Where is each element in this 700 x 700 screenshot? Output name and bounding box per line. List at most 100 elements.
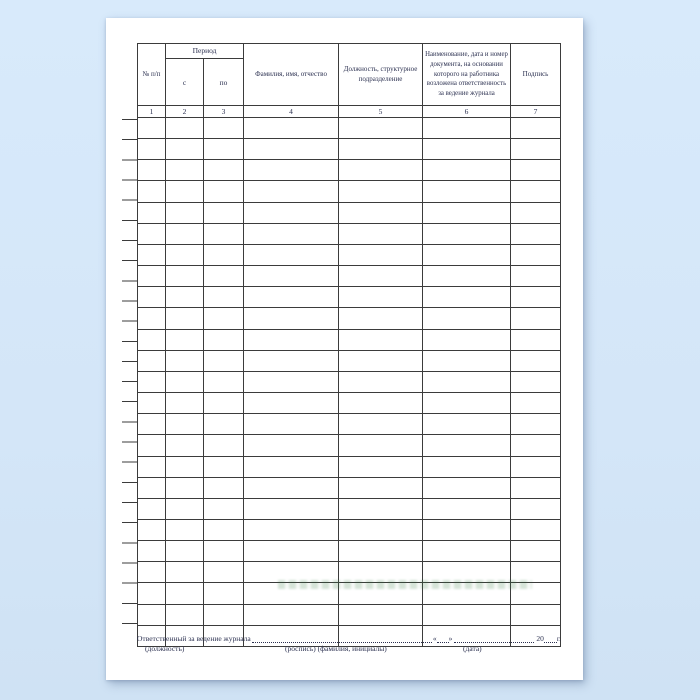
header-cell-period: Период [164, 43, 245, 59]
empty-cell [510, 455, 562, 478]
column-number: 3 [202, 105, 245, 118]
empty-cell [422, 582, 512, 605]
header-cell-document: Наименование, дата и номер документа, на… [422, 43, 512, 106]
empty-row [137, 243, 562, 267]
header-cell-full-name: Фамилия, имя, отчество [243, 43, 340, 106]
empty-cell [243, 434, 340, 457]
empty-cell [338, 138, 424, 161]
empty-cell [510, 265, 562, 288]
empty-cell [422, 265, 512, 288]
responsible-line: Ответственный за ведение журнала « » 20 г. [137, 632, 561, 643]
position-caption: (должность) [145, 644, 185, 653]
empty-cell [422, 286, 512, 309]
empty-cell [137, 582, 166, 605]
header-cell-signature: Подпись [510, 43, 562, 106]
document-page: № п/п Период Фамилия, имя, отчество Долж… [106, 18, 583, 680]
empty-cell [137, 116, 166, 140]
header-cell-number: № п/п [137, 43, 166, 106]
empty-cell [422, 370, 512, 394]
empty-cell [243, 243, 340, 267]
empty-cell [243, 582, 340, 605]
empty-cell [510, 413, 562, 436]
empty-cell [422, 540, 512, 563]
table-body [137, 116, 562, 647]
empty-cell [202, 222, 245, 245]
empty-cell [137, 392, 166, 415]
empty-cell [243, 138, 340, 161]
empty-cell [243, 476, 340, 499]
empty-cell [510, 286, 562, 309]
column-number: 5 [338, 105, 424, 118]
empty-cell [243, 561, 340, 584]
empty-cell [137, 180, 166, 203]
empty-cell [202, 307, 245, 330]
row-line-stubs [122, 119, 137, 625]
signature-blank-line [251, 633, 432, 643]
empty-cell [338, 455, 424, 478]
empty-cell [202, 392, 245, 415]
empty-cell [202, 518, 245, 542]
empty-cell [510, 540, 562, 563]
empty-row [137, 434, 562, 457]
empty-cell [422, 222, 512, 245]
empty-row [137, 159, 562, 182]
empty-cell [338, 222, 424, 245]
empty-cell [202, 328, 245, 351]
empty-cell [202, 243, 245, 267]
empty-cell [165, 180, 204, 203]
empty-cell [137, 413, 166, 436]
empty-cell [243, 413, 340, 436]
empty-cell [338, 286, 424, 309]
empty-cell [422, 434, 512, 457]
empty-row [137, 265, 562, 288]
empty-cell [202, 434, 245, 457]
empty-cell [338, 265, 424, 288]
empty-cell [165, 434, 204, 457]
empty-cell [243, 370, 340, 394]
empty-cell [137, 497, 166, 520]
empty-row [137, 222, 562, 245]
empty-cell [510, 603, 562, 626]
empty-cell [338, 392, 424, 415]
empty-cell [510, 307, 562, 330]
empty-cell [202, 497, 245, 520]
empty-cell [510, 201, 562, 224]
empty-cell [243, 265, 340, 288]
empty-cell [338, 476, 424, 499]
empty-cell [202, 138, 245, 161]
empty-cell [510, 624, 562, 647]
empty-row [137, 328, 562, 351]
empty-cell [202, 455, 245, 478]
empty-cell [137, 265, 166, 288]
year-prefix: 20 [536, 634, 544, 643]
empty-cell [202, 582, 245, 605]
empty-cell [165, 455, 204, 478]
empty-cell [202, 180, 245, 203]
empty-cell [202, 201, 245, 224]
empty-cell [510, 222, 562, 245]
responsible-persons-table: № п/п Период Фамилия, имя, отчество Долж… [137, 43, 562, 647]
empty-row [137, 603, 562, 626]
empty-cell [202, 603, 245, 626]
empty-cell [243, 180, 340, 203]
empty-cell [243, 455, 340, 478]
empty-cell [137, 603, 166, 626]
empty-cell [510, 180, 562, 203]
empty-cell [243, 159, 340, 182]
empty-cell [202, 286, 245, 309]
year-blank-line [543, 633, 557, 643]
empty-cell [137, 307, 166, 330]
empty-cell [165, 265, 204, 288]
empty-cell [137, 370, 166, 394]
empty-cell [165, 349, 204, 372]
empty-cell [243, 349, 340, 372]
column-number: 7 [510, 105, 562, 118]
empty-cell [338, 370, 424, 394]
empty-cell [422, 349, 512, 372]
empty-cell [338, 307, 424, 330]
empty-cell [165, 561, 204, 584]
empty-cell [243, 518, 340, 542]
quote-open: « [432, 634, 437, 643]
day-blank-line [436, 633, 449, 643]
empty-cell [338, 180, 424, 203]
